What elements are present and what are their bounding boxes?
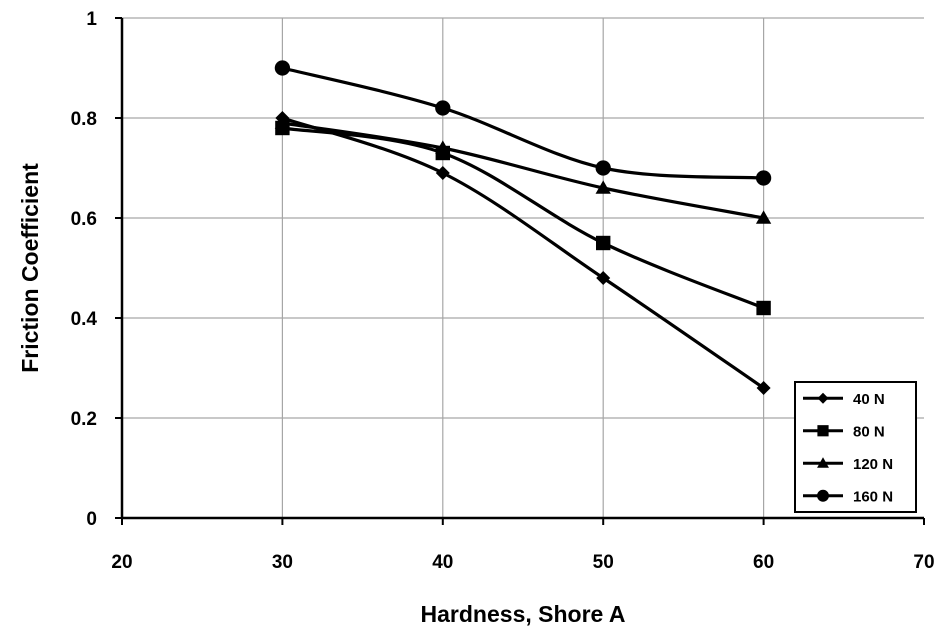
y-tick-label: 0 [86, 509, 97, 530]
tick-labels: 20 30 40 50 60 70 0 0.2 0.4 0.6 0.8 1 [71, 9, 935, 573]
data-point [435, 100, 451, 116]
legend-marker [817, 392, 829, 404]
legend-entry: 120 N [803, 456, 893, 473]
data-point [595, 180, 611, 194]
series-160-n [274, 60, 772, 186]
legend-entry: 40 N [803, 391, 885, 408]
x-tick-label: 50 [593, 552, 614, 573]
legend-label: 120 N [853, 456, 893, 473]
data-point [274, 60, 291, 76]
y-tick-label: 0.4 [71, 309, 98, 330]
x-tick-label: 20 [111, 552, 132, 573]
data-series [274, 60, 772, 396]
y-tick-label: 0.8 [71, 109, 97, 130]
x-tick-label: 70 [913, 552, 934, 573]
data-point [596, 270, 611, 286]
y-tick-label: 1 [86, 9, 97, 30]
series-line [280, 116, 766, 390]
y-tick-label: 0.2 [71, 409, 97, 430]
data-point [756, 300, 771, 316]
legend-entry: 80 N [803, 423, 885, 440]
axis-titles: Hardness, Shore A Friction Coefficient [17, 163, 625, 627]
series-line [280, 121, 766, 220]
x-tick-label: 60 [753, 552, 774, 573]
legend-label: 160 N [853, 488, 893, 505]
legend-marker [817, 457, 829, 468]
plot-area [122, 18, 924, 518]
series-line [280, 66, 766, 180]
data-point [755, 170, 772, 186]
x-axis-title: Hardness, Shore A [421, 601, 626, 627]
data-point [596, 235, 611, 251]
data-point [755, 210, 772, 224]
series-line [280, 126, 766, 310]
y-axis-title: Friction Coefficient [17, 163, 43, 373]
legend-marker [817, 489, 829, 502]
legend-box [794, 381, 917, 513]
x-tick-label: 40 [432, 552, 453, 573]
legend-entry: 160 N [803, 488, 893, 505]
legend-marker [817, 425, 829, 437]
data-point [435, 165, 450, 181]
data-point [756, 380, 771, 396]
data-point [435, 140, 451, 154]
legend: 40 N 80 N 120 N 160 N [794, 381, 917, 513]
grid-lines [122, 17, 924, 518]
axes [115, 17, 925, 525]
legend-label: 80 N [853, 423, 885, 440]
data-point [595, 160, 611, 176]
data-point [274, 115, 291, 129]
series-120-n [274, 115, 772, 224]
x-tick-label: 30 [272, 552, 293, 573]
legend-label: 40 N [853, 391, 885, 408]
y-tick-label: 0.6 [71, 209, 97, 230]
